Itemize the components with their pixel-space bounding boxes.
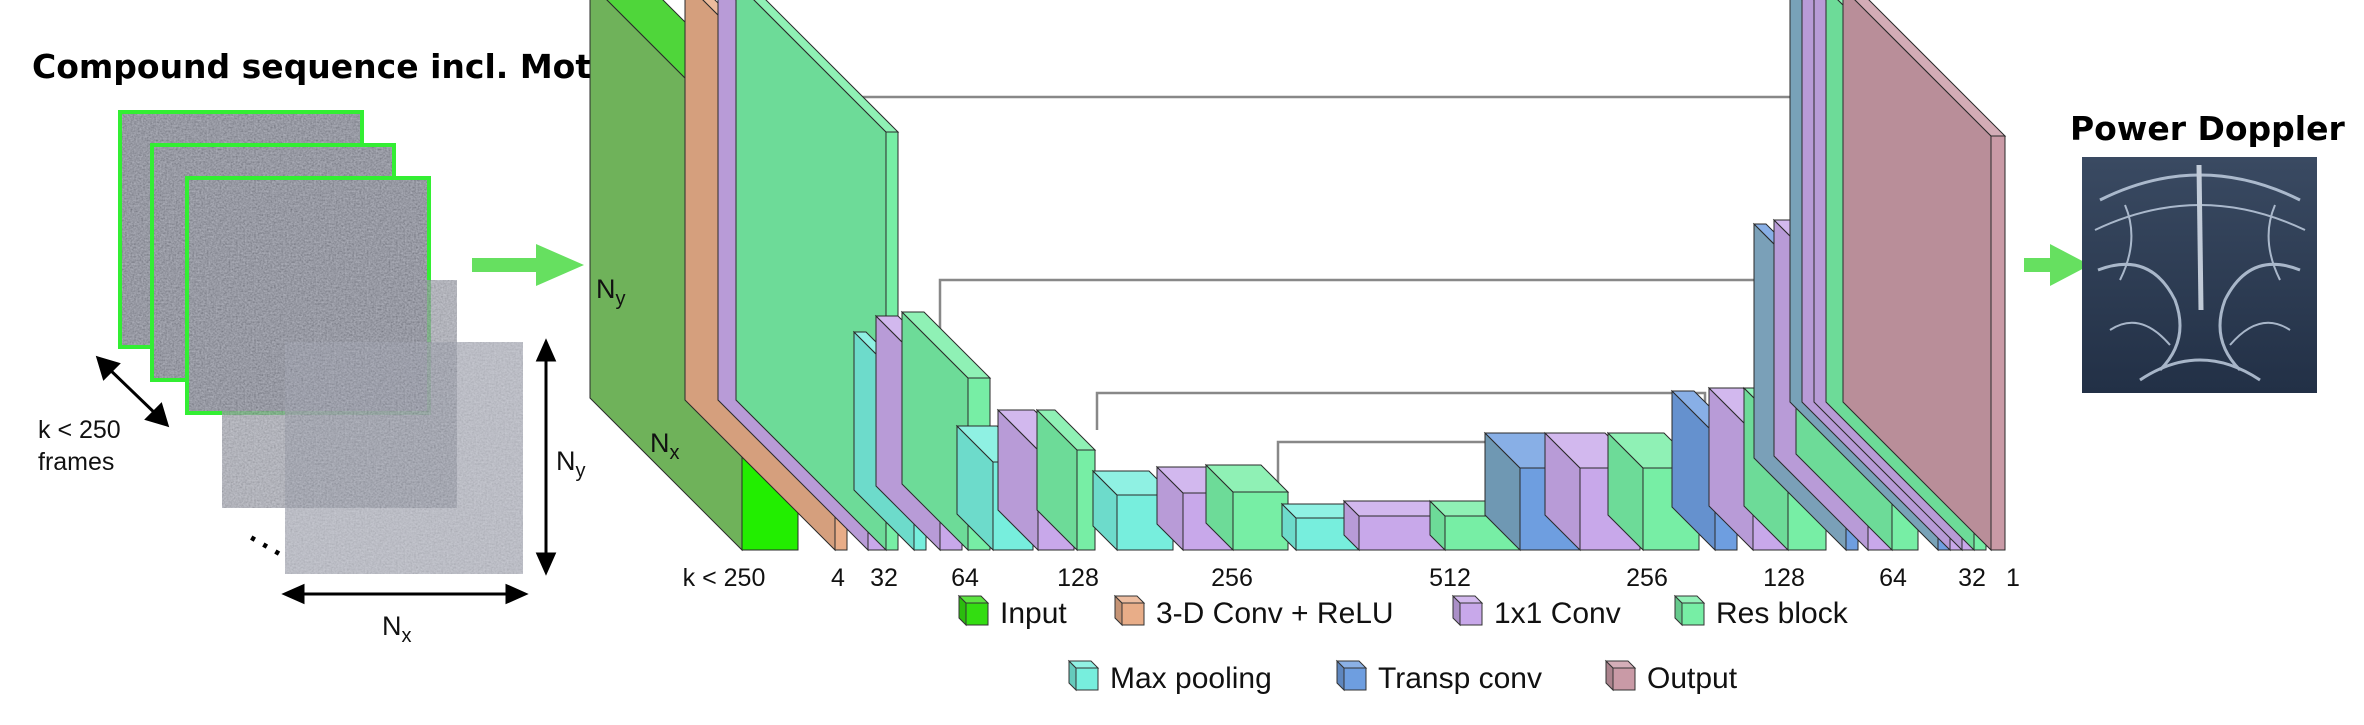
- output-block: [1842, 0, 2007, 552]
- legend-item: Output: [1604, 659, 1738, 695]
- input-to-network-arrow: [472, 244, 584, 286]
- legend-item: Transp conv: [1335, 659, 1542, 695]
- legend-label: Max pooling: [1110, 662, 1272, 695]
- output-title: Power Doppler: [2070, 109, 2345, 148]
- legend-item: Input: [957, 594, 1067, 630]
- res-block-4: [1204, 463, 1290, 552]
- input-face-ny: Ny: [596, 274, 626, 310]
- frames-depth-arrow: [95, 355, 170, 428]
- power-doppler-image: [2082, 157, 2317, 393]
- legend: Input 3-D Conv + ReLU 1x1 Conv Res block Max…: [957, 594, 1849, 695]
- network-to-output-arrow: [2024, 244, 2090, 286]
- frames-label-line2: frames: [38, 448, 114, 476]
- channel-label: 256: [1211, 564, 1253, 592]
- legend-label: Transp conv: [1378, 662, 1542, 695]
- nx-arrow: [281, 583, 529, 605]
- legend-label: Res block: [1716, 597, 1849, 630]
- skip-connection-1: [796, 95, 1816, 172]
- channel-label: 4: [831, 564, 845, 592]
- network-blocks: [589, 0, 2007, 552]
- channel-label: 32: [1958, 564, 1986, 592]
- channel-label: 512: [1429, 564, 1471, 592]
- skip-connection-3: [1095, 391, 1715, 430]
- legend-swatch: [1604, 659, 1637, 692]
- legend-item: 3-D Conv + ReLU: [1113, 594, 1394, 630]
- res-block-1: [735, 0, 900, 552]
- channel-label: k < 250: [683, 564, 766, 592]
- channel-label: 64: [951, 564, 979, 592]
- nx-label: Nx: [382, 611, 412, 647]
- res-block-3: [1035, 408, 1097, 552]
- channel-label: 256: [1626, 564, 1668, 592]
- legend-item: Res block: [1673, 594, 1849, 630]
- input-face-nx: Nx: [650, 428, 680, 464]
- frame-5: [285, 342, 523, 574]
- legend-item: Max pooling: [1067, 659, 1272, 695]
- legend-swatch: [1451, 594, 1484, 627]
- legend-swatch: [1673, 594, 1706, 627]
- legend-swatch: [957, 594, 990, 627]
- channel-label: 64: [1879, 564, 1907, 592]
- channel-label: 32: [870, 564, 898, 592]
- ny-label: Ny: [556, 446, 586, 482]
- legend-label: 1x1 Conv: [1494, 597, 1621, 630]
- legend-swatch: [1335, 659, 1368, 692]
- skip-connection-2: [938, 278, 1782, 345]
- channel-label: 128: [1057, 564, 1099, 592]
- input-frame-stack: k < 250 frames … Ny Nx: [38, 110, 586, 647]
- frames-label-line1: k < 250: [38, 416, 121, 444]
- legend-label: Output: [1647, 662, 1738, 695]
- legend-swatch: [1067, 659, 1100, 692]
- legend-swatch: [1113, 594, 1146, 627]
- legend-label: Input: [1000, 597, 1067, 630]
- channel-labels: k < 250 4 32 64 128 256 512 256 128 64 32 1: [683, 564, 2020, 592]
- legend-label: 3-D Conv + ReLU: [1156, 597, 1394, 630]
- ny-arrow: [535, 338, 557, 576]
- channel-label: 1: [2006, 564, 2020, 592]
- channel-label: 128: [1763, 564, 1805, 592]
- legend-item: 1x1 Conv: [1451, 594, 1621, 630]
